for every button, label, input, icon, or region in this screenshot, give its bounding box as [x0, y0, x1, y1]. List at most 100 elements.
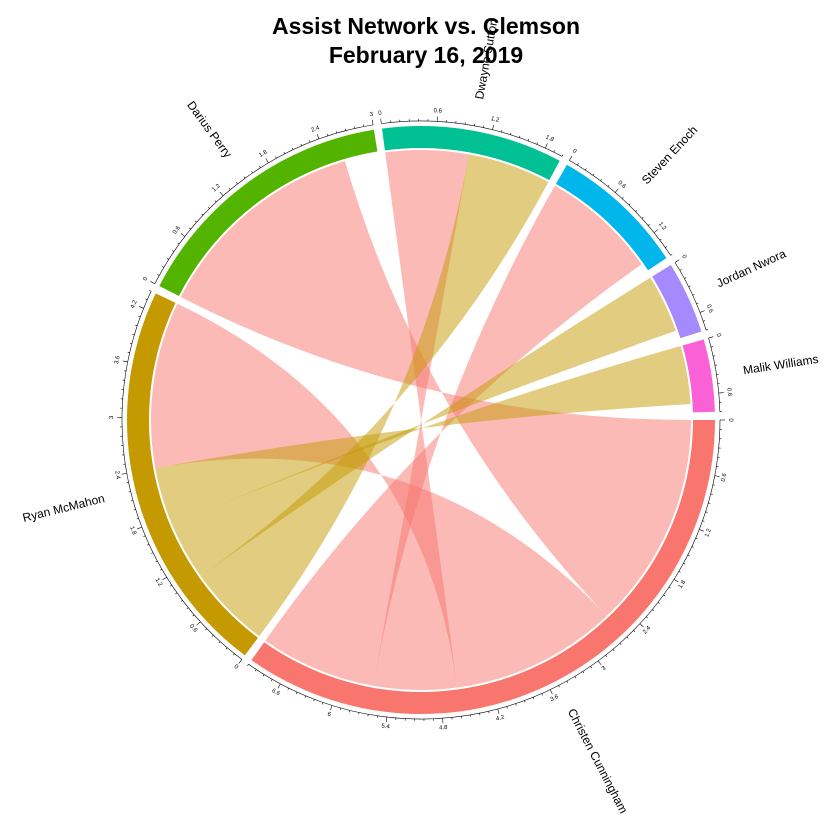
- tick-label-darius-perry-4: 2.4: [311, 125, 322, 134]
- tick-christen-cunningham-6: [714, 475, 720, 477]
- tick-steven-enoch-0: [569, 155, 573, 161]
- tick-christen-cunningham-69: [254, 669, 257, 672]
- tick-christen-cunningham-30: [597, 660, 602, 666]
- tick-ryan-mcmahon-3: [218, 641, 221, 644]
- tick-label-christen-cunningham-7: 4.2: [496, 715, 506, 723]
- tick-darius-perry-17: [259, 165, 261, 168]
- tick-darius-perry-21: [291, 147, 294, 150]
- tick-dwayne-sutton-14: [510, 132, 512, 135]
- tick-dwayne-sutton-15: [519, 135, 521, 138]
- tick-darius-perry-4: [172, 250, 175, 252]
- tick-jordan-nwora-2: [684, 277, 687, 279]
- tick-steven-enoch-11: [647, 223, 650, 226]
- sector-ryan-mcmahon: [127, 293, 259, 656]
- tick-christen-cunningham-42: [497, 708, 500, 714]
- tick-label-dwayne-sutton-2: 1.2: [490, 116, 500, 124]
- tick-jordan-nwora-8: [706, 329, 709, 331]
- tick-christen-cunningham-9: [708, 502, 711, 504]
- tick-label-ryan-mcmahon-0: 0: [233, 664, 240, 671]
- links-layer: [151, 150, 692, 690]
- tick-label-ryan-mcmahon-3: 1.8: [128, 526, 137, 537]
- tick-dwayne-sutton-19: [553, 150, 555, 153]
- tick-steven-enoch-12: [653, 229, 659, 233]
- tick-darius-perry-8: [195, 220, 197, 223]
- tick-darius-perry-16: [251, 171, 253, 174]
- tick-christen-cunningham-28: [612, 649, 615, 652]
- sector-label-dwayne-sutton: Dwayne Sutton: [472, 18, 500, 101]
- tick-label-dwayne-sutton-1: 0.6: [433, 108, 442, 114]
- tick-label-malik-williams-0: 0: [715, 333, 722, 338]
- link-ryan-mcmahon-to-jordan-nwora: [172, 277, 676, 577]
- tick-label-ryan-mcmahon-2: 1.2: [153, 577, 163, 588]
- tick-ryan-mcmahon-2: [225, 647, 228, 650]
- tick-steven-enoch-9: [635, 210, 638, 212]
- tick-dwayne-sutton-0: [380, 118, 382, 124]
- sector-malik-williams: [682, 339, 715, 413]
- tick-dwayne-sutton-13: [501, 130, 503, 133]
- tick-christen-cunningham-39: [524, 700, 526, 703]
- tick-darius-perry-2: [162, 266, 165, 268]
- axis-darius-perry: [154, 124, 374, 284]
- sector-jordan-nwora: [652, 264, 702, 339]
- tick-jordan-nwora-6: [699, 310, 705, 313]
- sector-label-christen-cunningham: Christen Cunningham: [565, 706, 631, 815]
- chart-title-block: Assist Network vs. Clemson February 16, …: [0, 12, 840, 70]
- tick-christen-cunningham-34: [566, 680, 569, 683]
- link-ryan-mcmahon-to-dwayne-sutton: [200, 154, 549, 637]
- tick-ryan-mcmahon-24: [121, 472, 127, 475]
- tick-darius-perry-18: [265, 158, 269, 164]
- tick-ryan-mcmahon-41: [138, 316, 141, 318]
- tick-label-christen-cunningham-9: 5.4: [381, 724, 391, 731]
- tick-christen-cunningham-67: [270, 679, 273, 682]
- sector-christen-cunningham: [251, 420, 716, 714]
- tick-christen-cunningham-14: [691, 546, 694, 548]
- tick-christen-cunningham-54: [385, 716, 387, 723]
- tick-darius-perry-30: [371, 119, 374, 125]
- tick-label-christen-cunningham-6: 3.6: [549, 694, 560, 703]
- tick-christen-cunningham-21: [657, 602, 660, 604]
- tick-ryan-mcmahon-36: [122, 360, 128, 363]
- tick-dwayne-sutton-18: [545, 143, 548, 149]
- tick-christen-cunningham-18: [673, 579, 679, 583]
- axis-ryan-mcmahon: [121, 291, 243, 660]
- tick-label-christen-cunningham-0: 0: [727, 418, 733, 422]
- tick-ryan-mcmahon-1: [232, 653, 235, 656]
- tick-label-christen-cunningham-5: 3: [601, 665, 608, 672]
- tick-christen-cunningham-19: [668, 586, 671, 589]
- tick-label-darius-perry-5: 3: [369, 112, 374, 119]
- sector-darius-perry: [159, 129, 378, 297]
- tick-darius-perry-24: [316, 134, 320, 140]
- tick-christen-cunningham-65: [287, 687, 289, 691]
- tick-steven-enoch-14: [665, 246, 668, 248]
- link-christen-cunningham-to-ryan-mcmahon: [151, 303, 607, 688]
- tick-christen-cunningham-68: [262, 674, 265, 677]
- tick-label-darius-perry-3: 1.8: [258, 149, 269, 159]
- tick-jordan-nwora-5: [696, 302, 699, 305]
- tick-steven-enoch-15: [670, 253, 673, 256]
- tick-label-steven-enoch-2: 1.2: [657, 221, 667, 232]
- tick-christen-cunningham-16: [683, 562, 686, 565]
- tick-label-jordan-nwora-0: 0: [680, 254, 687, 261]
- tick-christen-cunningham-29: [605, 655, 608, 657]
- tick-malik-williams-0: [708, 336, 714, 339]
- tick-dwayne-sutton-16: [527, 138, 530, 141]
- tick-ryan-mcmahon-4: [211, 635, 214, 637]
- tick-label-steven-enoch-1: 0.6: [616, 180, 627, 190]
- tick-label-christen-cunningham-2: 1.2: [704, 527, 713, 538]
- tick-ryan-mcmahon-13: [160, 568, 163, 571]
- tick-christen-cunningham-15: [687, 554, 690, 557]
- tick-darius-perry-12: [219, 191, 224, 196]
- tick-ryan-mcmahon-18: [137, 526, 142, 530]
- tick-christen-cunningham-22: [652, 609, 654, 612]
- tick-label-christen-cunningham-11: 6.6: [271, 688, 282, 698]
- tick-christen-cunningham-36: [549, 689, 553, 695]
- tick-christen-cunningham-27: [619, 643, 622, 645]
- tick-ryan-mcmahon-8: [186, 607, 189, 610]
- sector-label-darius-perry: Darius Perry: [184, 98, 235, 160]
- tick-label-steven-enoch-0: 0: [571, 148, 577, 155]
- tick-ryan-mcmahon-21: [131, 500, 134, 502]
- tick-jordan-nwora-3: [688, 285, 691, 288]
- tick-label-ryan-mcmahon-4: 2.4: [113, 470, 121, 480]
- tick-darius-perry-9: [201, 213, 204, 216]
